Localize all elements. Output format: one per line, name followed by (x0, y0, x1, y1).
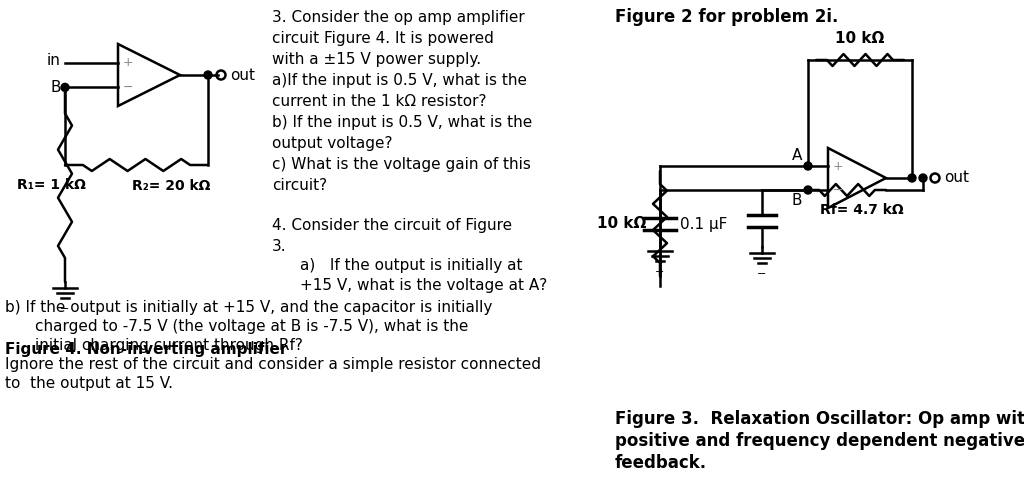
Text: circuit?: circuit? (272, 178, 327, 193)
Text: b) If the output is initially at +15 V, and the capacitor is initially: b) If the output is initially at +15 V, … (5, 300, 493, 315)
Text: 3. Consider the op amp amplifier: 3. Consider the op amp amplifier (272, 10, 524, 25)
Text: −: − (123, 81, 133, 94)
Text: Ignore the rest of the circuit and consider a simple resistor connected: Ignore the rest of the circuit and consi… (5, 357, 541, 372)
Text: out: out (944, 171, 969, 185)
Text: c) What is the voltage gain of this: c) What is the voltage gain of this (272, 157, 530, 172)
Text: 4. Consider the circuit of Figure: 4. Consider the circuit of Figure (272, 218, 512, 233)
Text: 0.1 μF: 0.1 μF (680, 216, 727, 232)
Text: charged to -7.5 V (the voltage at B is -7.5 V), what is the: charged to -7.5 V (the voltage at B is -… (35, 319, 468, 334)
Text: +: + (833, 160, 844, 173)
Text: initial charging current through Rf?: initial charging current through Rf? (35, 338, 303, 353)
Text: 10 kΩ: 10 kΩ (597, 215, 646, 231)
Text: current in the 1 kΩ resistor?: current in the 1 kΩ resistor? (272, 94, 486, 109)
Text: +15 V, what is the voltage at A?: +15 V, what is the voltage at A? (300, 278, 547, 293)
Text: Figure 2 for problem 2i.: Figure 2 for problem 2i. (615, 8, 839, 26)
Text: B: B (50, 80, 61, 95)
Text: −: − (60, 304, 70, 314)
Text: R₁= 1 kΩ: R₁= 1 kΩ (17, 177, 86, 192)
Text: b) If the input is 0.5 V, what is the: b) If the input is 0.5 V, what is the (272, 115, 532, 130)
Text: output voltage?: output voltage? (272, 136, 392, 151)
Text: feedback.: feedback. (615, 454, 708, 472)
Text: B: B (792, 193, 802, 208)
Text: A: A (792, 148, 802, 163)
Text: a)   If the output is initially at: a) If the output is initially at (300, 258, 522, 273)
Text: −: − (833, 183, 843, 197)
Circle shape (61, 83, 69, 91)
Text: with a ±15 V power supply.: with a ±15 V power supply. (272, 52, 481, 67)
Text: in: in (47, 53, 61, 68)
Circle shape (804, 162, 812, 170)
Text: Rf= 4.7 kΩ: Rf= 4.7 kΩ (820, 203, 904, 217)
Text: 10 kΩ: 10 kΩ (836, 31, 885, 46)
Text: Figure 3.  Relaxation Oscillator: Op amp with: Figure 3. Relaxation Oscillator: Op amp … (615, 410, 1024, 428)
Text: 3.: 3. (272, 239, 287, 254)
Text: −: − (655, 267, 665, 277)
Circle shape (204, 71, 212, 79)
Text: positive and frequency dependent negative: positive and frequency dependent negativ… (615, 432, 1024, 450)
Circle shape (908, 174, 916, 182)
Text: +: + (123, 56, 133, 69)
Text: circuit Figure 4. It is powered: circuit Figure 4. It is powered (272, 31, 494, 46)
Text: out: out (230, 68, 255, 82)
Circle shape (804, 186, 812, 194)
Text: Figure 4. Non-inverting amplifier: Figure 4. Non-inverting amplifier (5, 342, 288, 357)
Text: a)If the input is 0.5 V, what is the: a)If the input is 0.5 V, what is the (272, 73, 527, 88)
Text: −: − (758, 269, 767, 279)
Text: to  the output at 15 V.: to the output at 15 V. (5, 376, 173, 391)
Circle shape (919, 174, 927, 182)
Text: R₂= 20 kΩ: R₂= 20 kΩ (131, 179, 210, 193)
